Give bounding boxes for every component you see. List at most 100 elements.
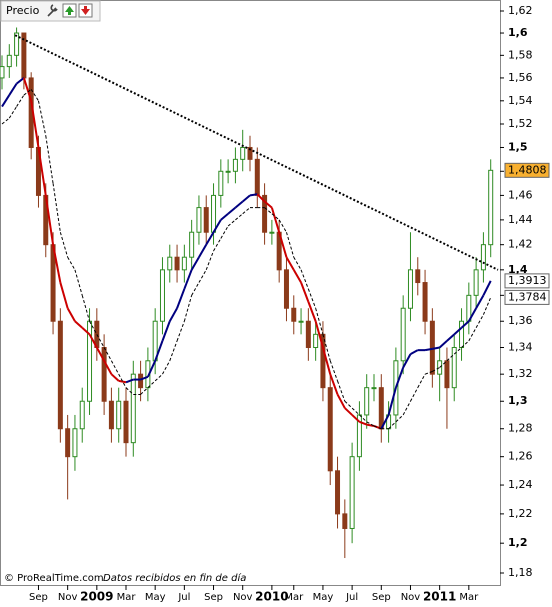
candle-body — [130, 373, 136, 444]
candle-body — [123, 400, 129, 444]
x-tick-label: May — [145, 592, 166, 603]
y-tick-label: 1,3 — [508, 394, 528, 407]
candle-body — [349, 456, 355, 529]
candle-body — [101, 347, 107, 402]
y-tick-label: 1,62 — [508, 4, 533, 17]
moving-average-segment — [52, 244, 62, 283]
up-arrow — [65, 6, 74, 15]
moving-average-segment — [424, 371, 433, 375]
candle-body — [218, 170, 224, 196]
moving-average-segment — [88, 333, 98, 348]
settings-icon[interactable] — [47, 4, 58, 17]
candle-body — [400, 307, 406, 362]
x-tick-label: Mar — [117, 592, 137, 603]
candle-body — [283, 269, 289, 309]
moving-average-segment — [95, 347, 105, 362]
moving-average-segment — [37, 147, 47, 196]
candle-body — [6, 54, 12, 68]
chart-title: Precio — [6, 4, 40, 17]
moving-average-segment — [264, 207, 273, 215]
moving-average-segment — [118, 379, 127, 384]
moving-average-segment — [103, 347, 112, 362]
x-tick-label: Nov — [233, 592, 253, 603]
moving-average-segment — [432, 367, 440, 372]
moving-average-segment — [432, 346, 440, 350]
moving-average-segment — [59, 282, 69, 309]
candle-body — [407, 269, 413, 309]
moving-average-segment — [439, 360, 448, 368]
last-value-label: 1,3913 — [508, 274, 547, 287]
moving-average-segment — [388, 421, 397, 430]
moving-average-segment — [314, 320, 324, 348]
y-tick-label: 1,42 — [508, 238, 533, 251]
moving-average-segment — [278, 219, 287, 233]
candle-body — [116, 400, 122, 430]
footer: © ProRealTime.com — [4, 573, 104, 584]
moving-average-segment — [140, 387, 149, 395]
moving-average-segment — [110, 360, 120, 375]
last-value-label: 1,4808 — [508, 163, 547, 176]
moving-average-segment — [74, 269, 83, 296]
candle-body — [378, 387, 384, 430]
candle-body — [291, 307, 297, 322]
moving-average-segment — [89, 320, 98, 335]
y-tick-label: 1,18 — [508, 566, 533, 579]
candle-body — [174, 256, 180, 271]
moving-average-segment — [242, 194, 251, 203]
candle-body — [159, 269, 165, 322]
toolbar-icons[interactable] — [47, 3, 93, 18]
moving-average-segment — [154, 340, 164, 362]
moving-average-segment — [467, 307, 477, 322]
moving-average-segment — [16, 94, 25, 107]
moving-average-segment — [315, 308, 324, 335]
moving-average-segment — [96, 334, 105, 348]
x-tick-label: Jul — [345, 592, 358, 603]
x-tick-label: Sep — [372, 592, 391, 603]
moving-average-segment — [66, 307, 76, 322]
candle-body — [138, 373, 144, 389]
candle-body — [72, 428, 78, 458]
moving-average-segment — [220, 212, 229, 221]
moving-average-segment — [482, 280, 492, 296]
candle-body — [313, 333, 319, 349]
moving-average-segment — [103, 360, 113, 375]
moving-average-segment — [387, 387, 397, 416]
moving-average-segment — [394, 367, 405, 389]
candle-body — [371, 387, 377, 390]
x-tick-label: Nov — [58, 592, 78, 603]
moving-average-segment — [359, 414, 368, 423]
moving-average-segment — [300, 269, 309, 290]
moving-average-segment — [161, 320, 171, 342]
candle-body — [65, 428, 71, 458]
moving-average-segment — [146, 360, 157, 378]
moving-average-segment — [321, 347, 332, 375]
candle-body — [262, 194, 268, 233]
moving-average-segment — [212, 219, 222, 233]
y-tick-label: 1,22 — [508, 507, 533, 520]
moving-average-segment — [191, 282, 200, 296]
candle-body — [488, 169, 494, 246]
moving-average-segment — [475, 294, 485, 309]
moving-average-segment — [23, 88, 32, 96]
moving-average-segment — [52, 183, 61, 233]
moving-average-segment — [438, 340, 448, 349]
moving-average-segment — [307, 288, 317, 309]
moving-average-segment — [30, 89, 39, 102]
moving-average-segment — [359, 420, 368, 426]
plot-area — [0, 27, 499, 559]
y-tick-label: 1,36 — [508, 314, 533, 327]
moving-average-segment — [147, 380, 156, 389]
moving-average-segment — [125, 387, 134, 395]
last-value-box — [504, 273, 550, 289]
moving-average-segment — [409, 349, 419, 356]
candle-body — [189, 231, 195, 258]
candle-body — [444, 360, 450, 389]
moving-average-segment — [329, 373, 339, 395]
moving-average-segment — [15, 77, 25, 85]
moving-average-segment — [125, 378, 134, 384]
moving-average-segment — [344, 400, 353, 409]
x-tick-label: 2011 — [423, 590, 456, 604]
moving-average-segment — [249, 193, 258, 197]
candle-body — [240, 146, 246, 160]
